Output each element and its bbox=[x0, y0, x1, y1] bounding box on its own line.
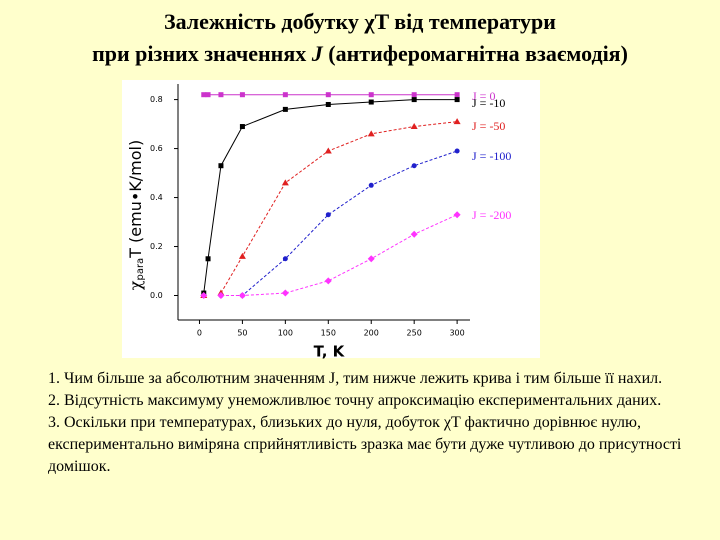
point bbox=[367, 255, 375, 263]
y-tick-label: 0.4 bbox=[150, 193, 163, 202]
y-label-text: T (emu•K/mol) bbox=[126, 140, 145, 259]
title-part: J bbox=[311, 41, 324, 66]
point bbox=[367, 130, 375, 137]
note: 3. Оскільки при температурах, близьких д… bbox=[48, 414, 682, 475]
y-tick-label: 0.2 bbox=[150, 242, 163, 251]
note: 1. Чим більше за абсолютним значенням J,… bbox=[48, 370, 663, 387]
legend-entry: J = -100 bbox=[472, 149, 511, 163]
x-tick-label: 250 bbox=[407, 329, 422, 338]
x-tick-label: 100 bbox=[278, 329, 293, 338]
title-line: при різних значеннях J (антиферомагнітна… bbox=[92, 41, 628, 66]
legend-entry: J = -50 bbox=[472, 119, 505, 133]
point bbox=[453, 118, 461, 125]
point bbox=[325, 212, 331, 218]
x-tick-label: 0 bbox=[197, 329, 202, 338]
title-part: (антиферомагнітна взаємодія) bbox=[323, 41, 628, 66]
point bbox=[281, 289, 289, 297]
point bbox=[201, 92, 207, 98]
point bbox=[238, 292, 246, 300]
point bbox=[205, 92, 211, 98]
y-label-subscript: para bbox=[135, 258, 146, 281]
point bbox=[218, 92, 224, 98]
y-tick-label: 0.6 bbox=[150, 144, 163, 153]
x-tick-label: 50 bbox=[237, 329, 247, 338]
point bbox=[411, 92, 417, 98]
point bbox=[217, 292, 225, 300]
point bbox=[325, 92, 331, 98]
x-tick-label: 150 bbox=[321, 329, 336, 338]
legend-entry: J = 0 bbox=[472, 89, 495, 103]
x-tick-label: 300 bbox=[449, 329, 464, 338]
point bbox=[281, 179, 289, 186]
point bbox=[282, 106, 288, 112]
point bbox=[282, 92, 288, 98]
point bbox=[410, 123, 418, 130]
point bbox=[324, 147, 332, 154]
y-tick-label: 0.8 bbox=[150, 95, 163, 104]
point bbox=[325, 101, 331, 107]
point bbox=[368, 92, 374, 98]
point bbox=[282, 256, 288, 262]
point bbox=[368, 182, 374, 188]
x-axis-label: T, K bbox=[314, 343, 346, 361]
y-tick-label: 0.0 bbox=[150, 291, 163, 300]
title-part: при різних значеннях bbox=[92, 41, 312, 66]
point bbox=[411, 97, 417, 103]
point bbox=[239, 124, 245, 130]
legend-entry: J = -10 bbox=[472, 96, 505, 110]
point bbox=[454, 97, 460, 103]
point bbox=[238, 252, 246, 259]
plot-panel bbox=[122, 80, 540, 358]
point bbox=[454, 92, 460, 98]
point bbox=[218, 163, 224, 169]
y-label-symbol: χ bbox=[126, 280, 145, 290]
legend-entry: J = -200 bbox=[472, 208, 511, 222]
title-line: Залежність добутку χT від температури bbox=[164, 9, 556, 34]
y-axis-label: χparaT (emu•K/mol) bbox=[126, 140, 147, 290]
point bbox=[453, 211, 461, 219]
point bbox=[368, 99, 374, 105]
point bbox=[454, 148, 460, 154]
note: 2. Відсутність максимуму унеможливлює то… bbox=[48, 392, 662, 409]
point bbox=[200, 292, 208, 300]
point bbox=[410, 230, 418, 238]
notes: 1. Чим більше за абсолютним значенням J,… bbox=[48, 368, 688, 478]
chart: Залежність добутку χT від температури пр… bbox=[92, 9, 628, 361]
point bbox=[411, 163, 417, 169]
point bbox=[324, 277, 332, 285]
point bbox=[205, 256, 211, 262]
point bbox=[239, 92, 245, 98]
x-tick-label: 200 bbox=[364, 329, 379, 338]
